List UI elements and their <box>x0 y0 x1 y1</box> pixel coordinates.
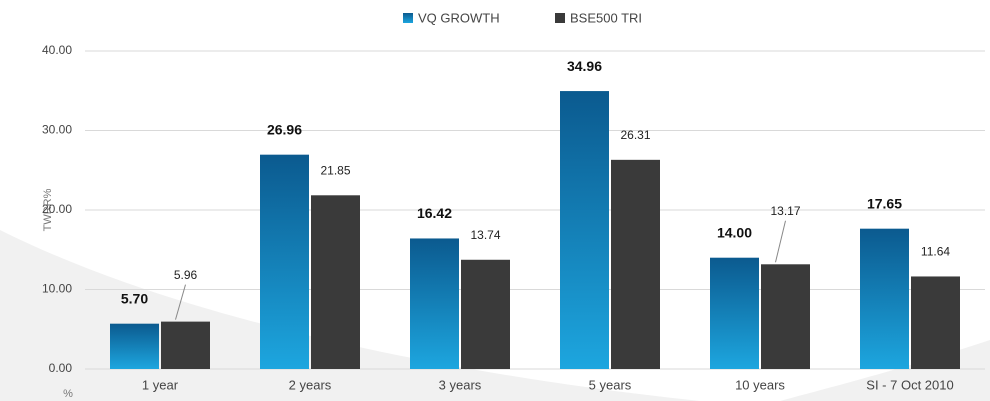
x-tick-label: 3 years <box>439 377 482 392</box>
y-unit: % <box>63 388 73 400</box>
legend: VQ GROWTH BSE500 TRI <box>403 10 642 25</box>
value-label: 26.31 <box>620 128 650 142</box>
legend-swatch <box>555 13 565 23</box>
bar <box>260 154 309 369</box>
value-label: 26.96 <box>267 121 302 137</box>
bar <box>710 257 759 369</box>
bar <box>560 91 609 370</box>
y-tick-label: 10.00 <box>42 282 72 296</box>
x-tick-label: 2 years <box>289 377 332 392</box>
value-label: 17.65 <box>867 195 902 211</box>
bar <box>311 195 360 369</box>
bar <box>410 238 459 369</box>
legend-swatch <box>403 13 413 23</box>
value-label: 21.85 <box>320 163 350 177</box>
leader-line <box>775 220 786 263</box>
x-tick-label: 10 years <box>735 377 785 392</box>
bar <box>611 159 660 369</box>
y-tick-label: 0.00 <box>49 361 73 375</box>
bar <box>860 228 909 369</box>
leader-line <box>175 284 186 320</box>
y-tick-label: 20.00 <box>42 202 72 216</box>
legend-label: BSE500 TRI <box>570 10 642 25</box>
bar <box>161 321 210 369</box>
y-axis-label: TWRR% <box>42 188 54 231</box>
x-tick-label: SI - 7 Oct 2010 <box>866 377 953 392</box>
value-label: 11.64 <box>921 245 950 259</box>
value-label: 13.17 <box>770 204 800 218</box>
bar <box>761 264 810 369</box>
y-tick-label: 40.00 <box>42 43 72 57</box>
legend-label: VQ GROWTH <box>418 10 500 25</box>
bar <box>911 276 960 369</box>
x-tick-label: 5 years <box>589 377 632 392</box>
value-label: 14.00 <box>717 224 752 240</box>
bar <box>110 323 159 369</box>
value-label: 34.96 <box>567 58 602 74</box>
x-tick-label: 1 year <box>142 377 179 392</box>
value-label: 5.96 <box>174 268 198 282</box>
value-label: 13.74 <box>470 228 500 242</box>
value-label: 16.42 <box>417 205 452 221</box>
y-tick-label: 30.00 <box>42 123 72 137</box>
bar <box>461 259 510 369</box>
value-label: 5.70 <box>121 290 148 306</box>
background-shape <box>0 230 990 401</box>
